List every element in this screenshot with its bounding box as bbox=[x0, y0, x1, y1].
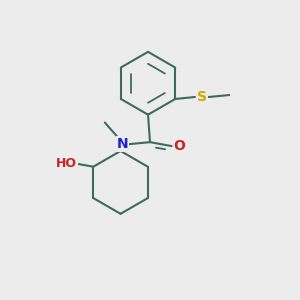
Text: N: N bbox=[117, 137, 128, 151]
Text: S: S bbox=[197, 90, 207, 104]
Text: HO: HO bbox=[56, 157, 77, 170]
Text: O: O bbox=[173, 139, 185, 153]
